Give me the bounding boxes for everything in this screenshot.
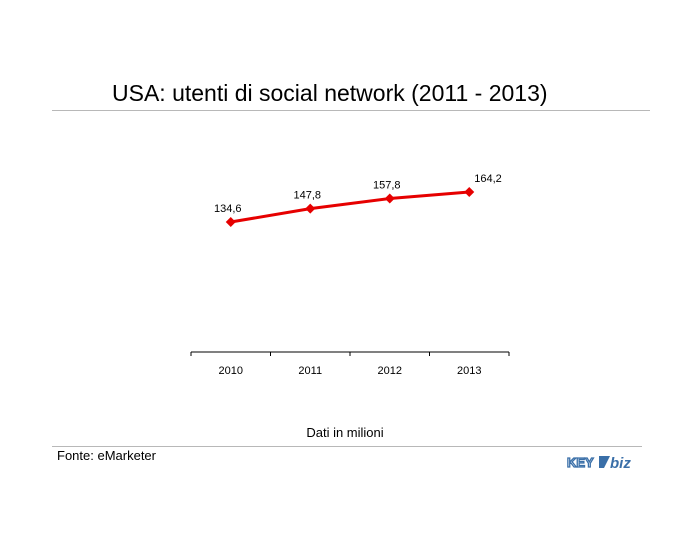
key4biz-logo: KEY biz bbox=[566, 454, 631, 472]
logo-swoosh bbox=[599, 456, 610, 468]
series-line bbox=[230, 190, 470, 224]
title-divider bbox=[52, 110, 650, 111]
source-label: Fonte: eMarketer bbox=[57, 448, 156, 463]
logo-key-text: KEY bbox=[567, 455, 594, 470]
logo-biz-text: biz bbox=[610, 455, 631, 472]
units-note: Dati in milioni bbox=[306, 425, 384, 440]
x-tick-label: 2010 bbox=[219, 365, 243, 377]
data-label: 164,2 bbox=[474, 173, 502, 185]
data-label: 134,6 bbox=[214, 203, 242, 215]
x-tick-label: 2012 bbox=[378, 365, 402, 377]
data-label: 147,8 bbox=[293, 190, 321, 202]
data-label: 157,8 bbox=[373, 179, 401, 191]
data-point-marker bbox=[225, 217, 236, 227]
x-tick-label: 2013 bbox=[457, 365, 481, 377]
chart-title: USA: utenti di social network (2011 - 20… bbox=[112, 80, 548, 106]
data-point-marker bbox=[384, 193, 395, 204]
x-tick-label: 2011 bbox=[298, 365, 322, 377]
footer-divider bbox=[52, 446, 642, 447]
data-point-marker bbox=[464, 187, 475, 197]
data-point-marker bbox=[305, 203, 316, 214]
